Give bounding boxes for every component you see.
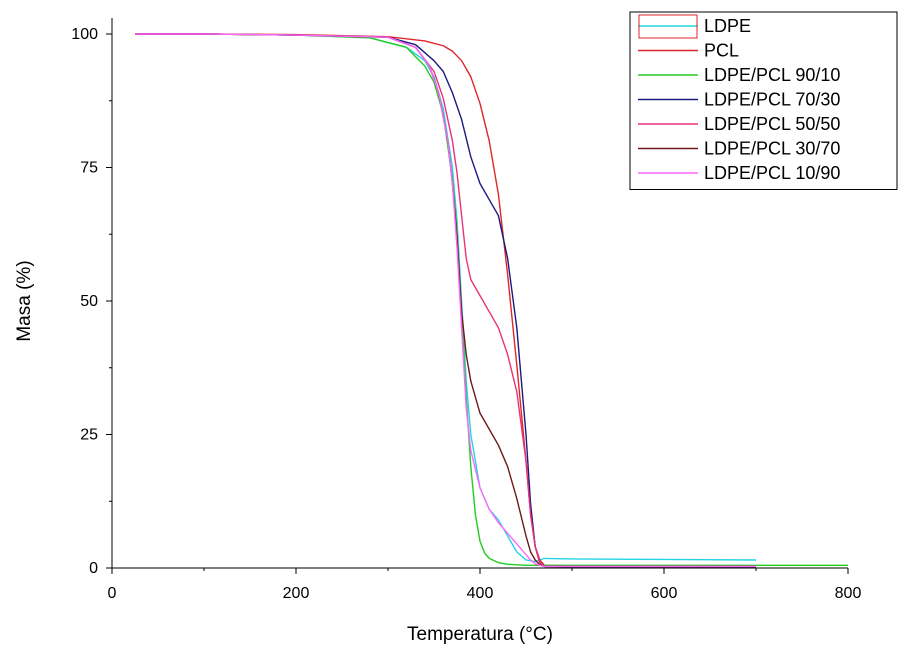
legend-label-4: LDPE/PCL 50/50 (704, 114, 840, 134)
axes-group: 0 200 400 600 800 0 25 50 75 100 (71, 18, 861, 602)
x-axis-title: Temperatura (°C) (407, 624, 553, 645)
y-tick-label-2: 50 (80, 293, 98, 310)
legend-highlight-box (638, 14, 698, 39)
series-line-6 (135, 33, 756, 568)
legend: LDPE PCL LDPE/PCL 90/10 LDPE/PCL 70/30 LDPE/… (629, 11, 898, 190)
y-tick-label-1: 25 (80, 427, 98, 444)
y-tick-label-4: 100 (71, 26, 98, 43)
series-group (135, 33, 848, 568)
x-tick-label-3: 600 (651, 585, 678, 602)
legend-label-1: PCL (704, 41, 739, 61)
x-tick-label-1: 200 (283, 585, 310, 602)
legend-label-2: LDPE/PCL 90/10 (704, 65, 840, 85)
legend-label-0: LDPE (704, 16, 751, 36)
x-tick-label-4: 800 (835, 585, 862, 602)
y-axis-title: Masa (%) (14, 260, 35, 341)
y-tick-label-3: 75 (80, 160, 98, 177)
legend-label-3: LDPE/PCL 70/30 (704, 90, 840, 110)
legend-box (629, 11, 898, 190)
legend-label-6: LDPE/PCL 10/90 (704, 163, 840, 183)
x-tick-label-0: 0 (108, 585, 117, 602)
series-line-1 (135, 33, 756, 567)
legend-label-5: LDPE/PCL 30/70 (704, 139, 840, 159)
y-tick-label-0: 0 (89, 560, 98, 577)
x-tick-label-2: 400 (467, 585, 494, 602)
